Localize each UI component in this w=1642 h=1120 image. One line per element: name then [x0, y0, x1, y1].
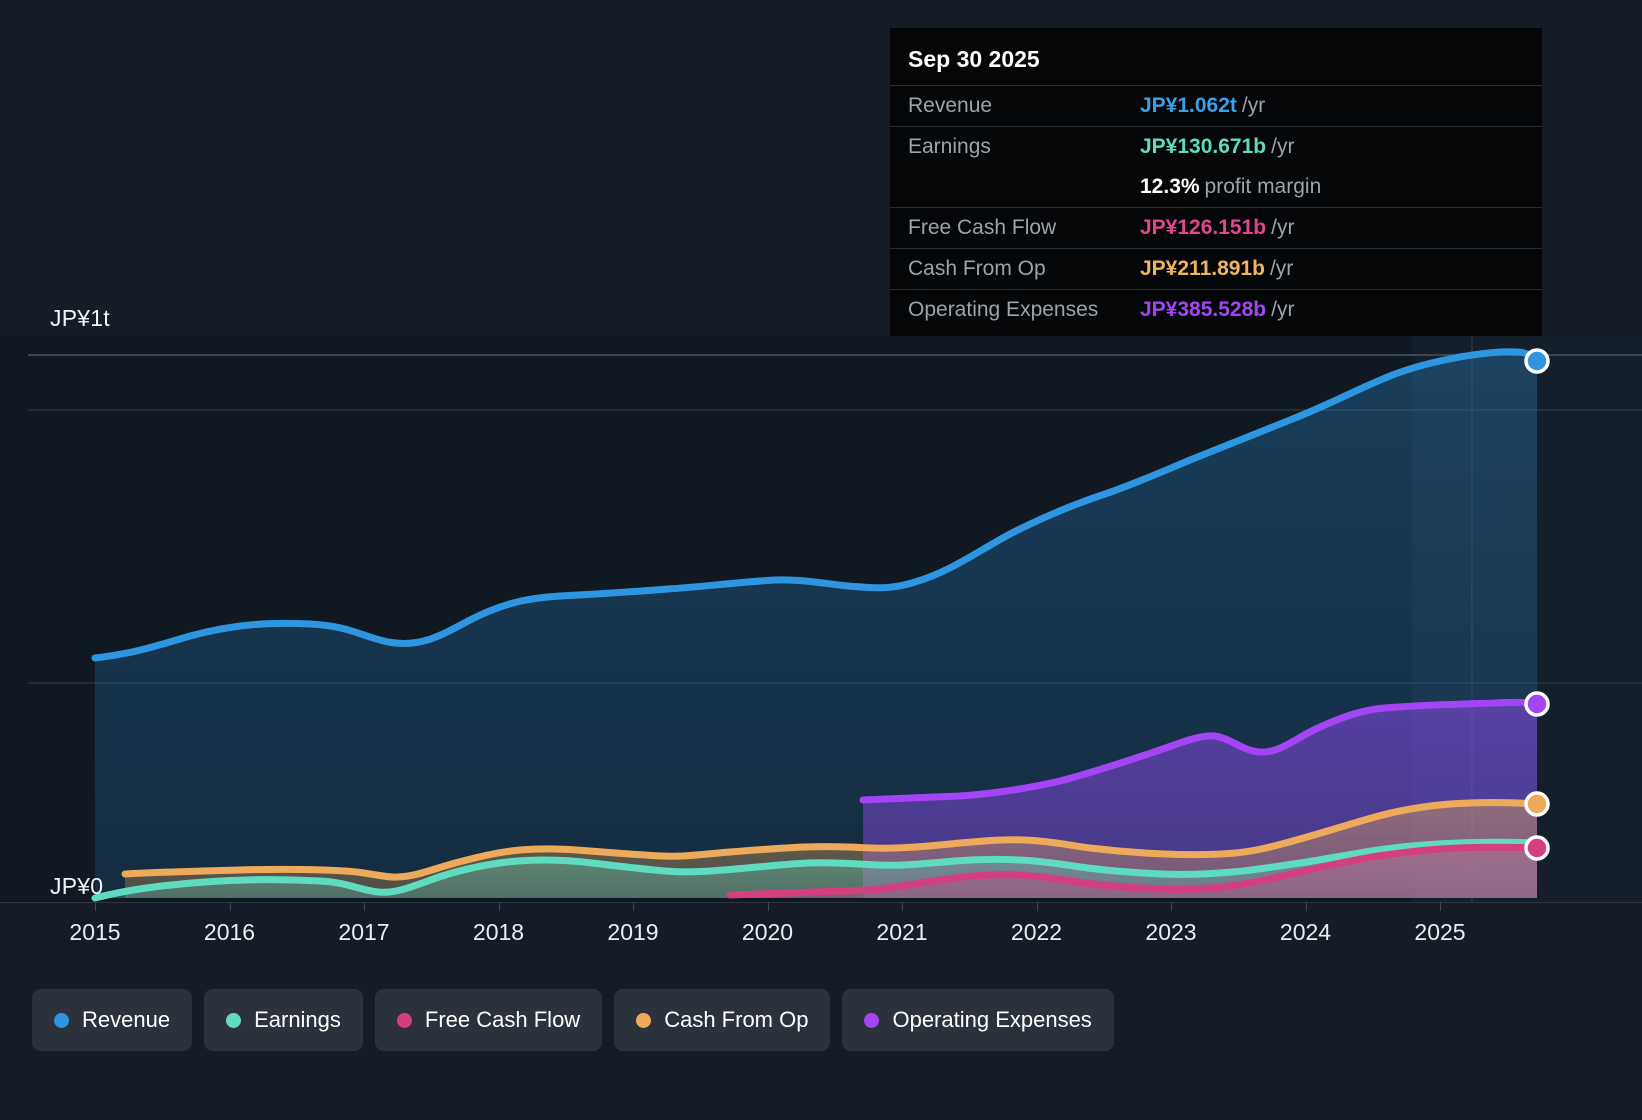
endpoint-marker-operating-expenses[interactable] [1524, 691, 1550, 717]
x-axis-tick-2016: 2016 [203, 919, 256, 945]
x-axis-tickline [1171, 902, 1172, 911]
legend-item-revenue[interactable]: Revenue [32, 989, 193, 1051]
x-axis-tickline [633, 902, 634, 911]
x-axis-tickline [1305, 902, 1307, 911]
chart-plot-area[interactable] [0, 336, 1642, 902]
x-axis-tick-2023: 2023 [1145, 919, 1197, 945]
tooltip-value-profit-margin: 12.3% [1140, 175, 1200, 198]
data-tooltip-card: Sep 30 2025 Revenue JP¥1.062t /yr Earnin… [890, 28, 1542, 336]
legend-label-free-cash-flow: Free Cash Flow [424, 1007, 581, 1032]
y-axis-top-label: JP¥1t [50, 305, 110, 331]
line-revenue [91, 348, 1541, 662]
line-earnings [91, 838, 1541, 902]
line-cash-from-op [121, 799, 1541, 881]
endpoint-marker-free-cash-flow[interactable] [1524, 835, 1550, 861]
x-axis: 2015 2016 2017 2018 2019 2020 2021 2022 2023 2024… [0, 902, 1642, 954]
endpoint-marker-cash-from-op[interactable] [1524, 791, 1550, 817]
legend-item-operating-expenses[interactable]: Operating Expenses [842, 989, 1114, 1051]
tooltip-date: Sep 30 2025 [908, 46, 1040, 72]
x-axis-tickline [498, 902, 500, 911]
tooltip-unit-cash-from-op: /yr [1269, 257, 1294, 280]
tooltip-row-operating-expenses: Operating Expenses JP¥385.528b /yr [890, 289, 1542, 330]
legend-item-earnings[interactable]: Earnings [204, 989, 363, 1051]
x-axis-tick-2024: 2024 [1279, 919, 1332, 945]
x-axis-tick-2020: 2020 [741, 919, 794, 945]
tooltip-unit-profit-margin: profit margin [1204, 175, 1322, 198]
legend-label-operating-expenses: Operating Expenses [892, 1007, 1092, 1032]
tooltip-value-earnings: JP¥130.671b [1140, 135, 1267, 158]
legend-dot-free-cash-flow [396, 1012, 412, 1028]
legend-dot-cash-from-op [636, 1012, 652, 1028]
tooltip-unit-earnings: /yr [1271, 135, 1295, 158]
legend-dot-operating-expenses [864, 1012, 880, 1028]
x-axis-tickline [1036, 902, 1038, 911]
legend-dot-earnings [226, 1012, 242, 1028]
x-axis-tickline [364, 902, 365, 911]
legend-label-earnings: Earnings [254, 1007, 341, 1032]
tooltip-row-profit-margin: 12.3% profit margin [890, 167, 1542, 207]
x-axis-tick-2025: 2025 [1414, 919, 1466, 945]
x-axis-line [0, 902, 1642, 903]
legend-label-cash-from-op: Cash From Op [664, 1007, 809, 1032]
tooltip-unit-revenue: /yr [1241, 94, 1266, 117]
tooltip-value-revenue: JP¥1.062t [1140, 94, 1237, 117]
y-axis-zero-label: JP¥0 [50, 873, 104, 899]
tooltip-label-operating-expenses: Operating Expenses [908, 298, 1099, 321]
tooltip-row-free-cash-flow: Free Cash Flow JP¥126.151b /yr [890, 207, 1542, 248]
line-operating-expenses [859, 698, 1541, 804]
chart-svg [28, 336, 1642, 902]
legend-dot-revenue [54, 1012, 69, 1028]
tooltip-row-cash-from-op: Cash From Op JP¥211.891b /yr [890, 248, 1542, 289]
legend-item-cash-from-op[interactable]: Cash From Op [614, 989, 831, 1051]
tooltip-label-revenue: Revenue [908, 94, 993, 117]
legend-item-free-cash-flow[interactable]: Free Cash Flow [374, 989, 603, 1051]
tooltip-unit-free-cash-flow: /yr [1271, 216, 1295, 239]
x-axis-tick-2021: 2021 [876, 919, 928, 945]
tooltip-value-operating-expenses: JP¥385.528b [1140, 298, 1267, 321]
tooltip-unit-operating-expenses: /yr [1271, 298, 1295, 321]
area-earnings [95, 842, 1537, 898]
x-axis-tick-2019: 2019 [607, 919, 659, 945]
x-axis-tick-2015: 2015 [69, 919, 121, 945]
endpoint-marker-revenue[interactable] [1524, 348, 1550, 374]
x-axis-tick-2018: 2018 [472, 919, 525, 945]
tooltip-label-cash-from-op: Cash From Op [908, 257, 1046, 280]
tooltip-label-free-cash-flow: Free Cash Flow [908, 216, 1057, 239]
tooltip-value-free-cash-flow: JP¥126.151b [1140, 216, 1267, 239]
x-axis-tickline [229, 902, 231, 911]
tooltip-value-cash-from-op: JP¥211.891b [1140, 257, 1265, 280]
x-axis-tickline [1440, 902, 1441, 911]
area-free-cash-flow [730, 847, 1537, 898]
x-axis-tickline [902, 902, 903, 911]
tooltip-label-earnings: Earnings [908, 135, 991, 158]
x-axis-tickline [95, 902, 96, 911]
line-free-cash-flow [726, 843, 1541, 899]
chart-legend: Revenue Earnings Free Cash Flow Cash Fro… [32, 989, 1114, 1051]
x-axis-tick-2017: 2017 [338, 919, 390, 945]
tooltip-row-revenue: Revenue JP¥1.062t /yr [890, 85, 1542, 126]
tooltip-row-earnings: Earnings JP¥130.671b /yr [890, 126, 1542, 167]
x-axis-tick-2022: 2022 [1010, 919, 1063, 945]
legend-label-revenue: Revenue [82, 1007, 171, 1032]
x-axis-tickline [767, 902, 769, 911]
